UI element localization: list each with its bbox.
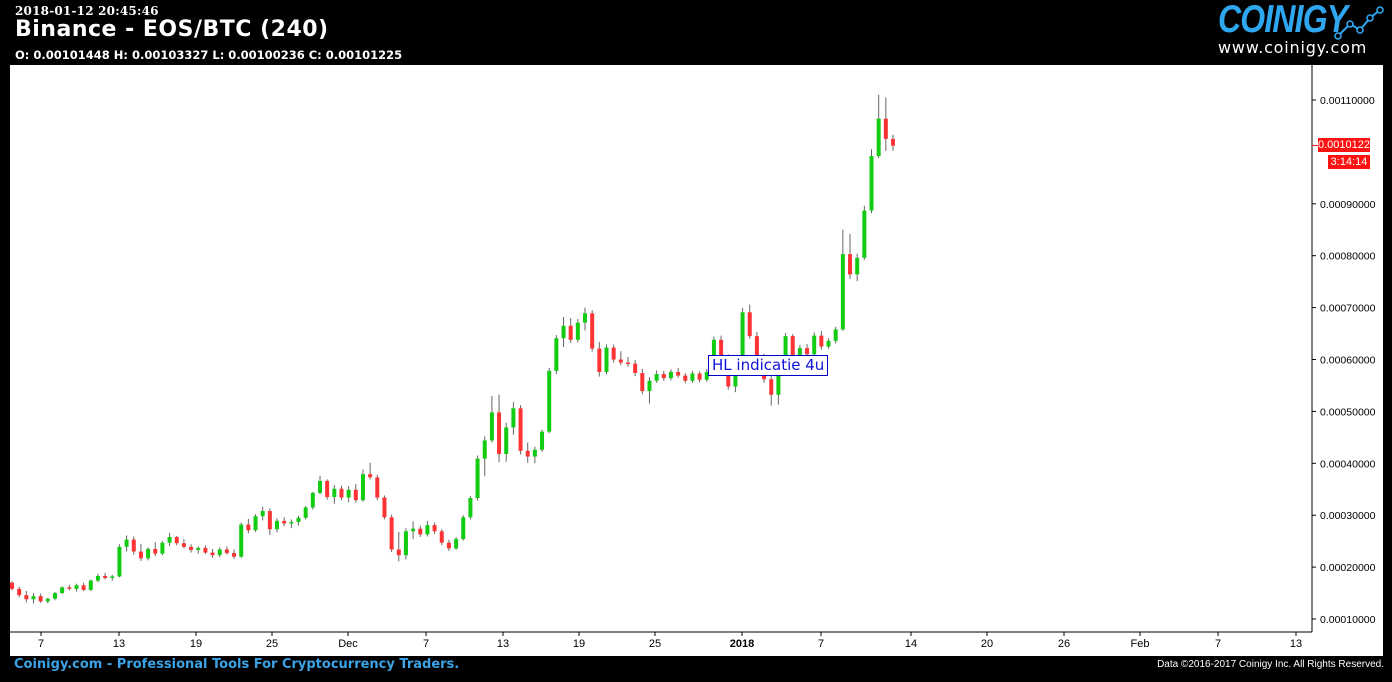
time-tick-label: 7 [38,638,44,650]
chart-timestamp: 2018-01-12 20:45:46 [15,4,159,18]
coinigy-logo: COINIGY www.coinigy.com [1206,0,1386,62]
time-tick-label: 25 [649,638,661,650]
time-tick-label: Dec [338,638,358,650]
logo-brand-text: COINIGY [1218,0,1348,41]
time-tick-label: 7 [1215,638,1221,650]
time-tick-label: 25 [266,638,278,650]
candles [10,94,895,604]
price-tick-label: 0.00050000 [1320,406,1376,418]
price-tick-label: 0.00020000 [1320,562,1376,574]
price-tick-label: 0.00080000 [1320,251,1376,263]
candle-countdown-label: 3:14:14 [1328,155,1370,169]
price-tick-label: 0.00070000 [1320,303,1376,315]
chart-annotation[interactable]: HL indicatie 4u [708,355,829,376]
time-tick-label: 13 [1290,638,1302,650]
time-tick-label: 20 [981,638,993,650]
price-tick-label: 0.00030000 [1320,510,1376,522]
time-tick-label: 13 [497,638,509,650]
price-tick-label: 0.00010000 [1320,614,1376,626]
time-tick-label: 13 [113,638,125,650]
price-chart[interactable]: 0.00010000 0.00020000 0.00030000 0.00040000… [10,65,1383,656]
price-tick-label: 0.00040000 [1320,458,1376,470]
price-tick-label: 0.00090000 [1320,199,1376,211]
time-tick-label: 26 [1058,638,1070,650]
logo-url: www.coinigy.com [1218,38,1368,57]
ohlc-readout: O: 0.00101448 H: 0.00103327 L: 0.0010023… [15,48,403,62]
footer-copyright: Data ©2016-2017 Coinigy Inc. All Rights … [1157,659,1384,670]
time-tick-label: 7 [818,638,824,650]
footer-tagline[interactable]: Coinigy.com - Professional Tools For Cry… [14,657,460,672]
time-tick-label: 19 [573,638,585,650]
chart-title: Binance - EOS/BTC (240) [15,17,329,42]
candlestick-plot[interactable]: 0.00010000 0.00020000 0.00030000 0.00040000… [10,65,1383,656]
time-tick-label: 14 [905,638,917,650]
last-price-label: 0.00101225 [1318,138,1377,152]
time-tick-label: Feb [1131,638,1150,650]
trend-line-icon [1334,6,1384,40]
time-tick-label: 7 [423,638,429,650]
price-tick-label: 0.00060000 [1320,355,1376,367]
time-tick-label: 19 [190,638,202,650]
time-tick-label: 2018 [730,638,754,650]
price-tick-label: 0.00110000 [1320,95,1375,107]
